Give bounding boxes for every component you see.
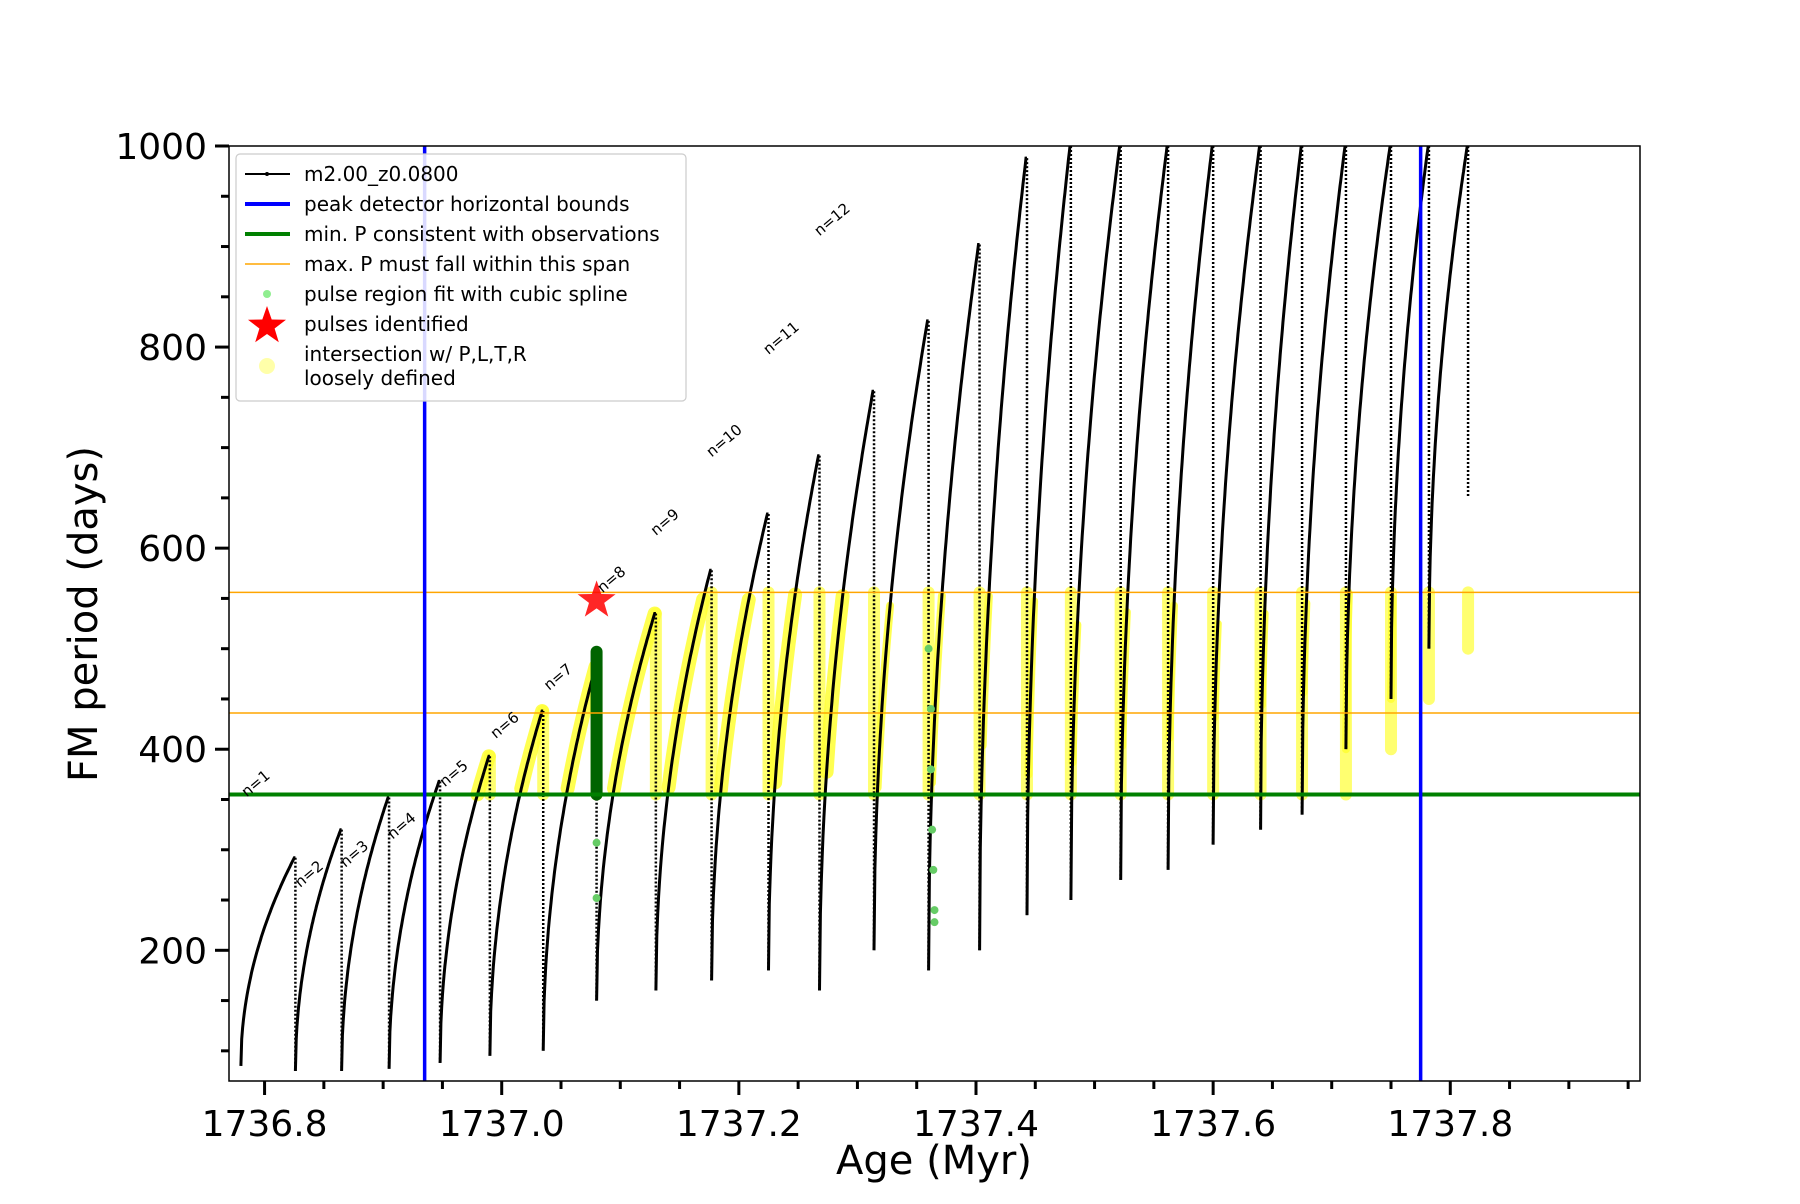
legend-label: pulses identified [304,312,469,336]
spline-fit-point [924,644,933,653]
pulse-curve [654,568,712,991]
pulse-curve [1300,146,1347,815]
pulse-curve [710,512,769,981]
legend-box [235,153,687,402]
legend-label: peak detector horizontal bounds [304,192,630,216]
pulse-curve [767,454,820,971]
axes: 1736.8 1737.0 1737.2 1737.4 1737.6 1737.8 200 4… [115,127,1630,1145]
pulse-curve [1211,146,1262,845]
legend-label: min. P consistent with observations [304,222,660,246]
pulse-curve [340,796,390,1071]
spline-fit-point [926,705,935,714]
pulse-curve [1427,146,1469,649]
legend-swatch-dot [263,290,271,298]
pulse-curve [438,754,491,1063]
pulse-curve [1389,146,1430,700]
pulse-curve [1119,146,1169,880]
pulse-curve [1259,146,1303,830]
legend-label: intersection w/ P,L,T,R [304,342,527,366]
y-tick-label: 400 [138,730,207,771]
pulse-curve [1166,146,1214,870]
spline-fit-point [930,918,939,927]
x-tick-label: 1737.0 [439,1104,565,1145]
spline-fit-point [592,894,601,903]
y-tick-label: 200 [138,931,207,972]
y-axis-title: FM period (days) [61,446,107,782]
pulse-curve [1344,146,1392,750]
pulse-curve [978,156,1028,951]
x-axis-title: Age (Myr) [836,1138,1032,1184]
spline-fit-point [930,906,939,915]
legend-label: m2.00_z0.0800 [304,162,459,186]
y-tick-label: 600 [138,529,207,570]
spline-fit-point [926,765,935,774]
x-tick-label: 1737.8 [1387,1104,1513,1145]
y-tick-label: 800 [138,328,207,369]
x-tick-label: 1737.4 [913,1104,1039,1145]
spline-fit-point [928,825,937,834]
spline-fit-point [592,838,601,847]
x-tick-label: 1737.6 [1150,1104,1276,1145]
pulse-curve [1025,146,1072,916]
y-tick-label: 1000 [115,127,207,168]
x-tick-label: 1737.2 [676,1104,802,1145]
legend-label-line2: loosely defined [304,366,456,390]
pulse-curve [1069,146,1122,901]
pulse-curve [872,319,929,951]
pulse-curve [293,828,343,1071]
pulse-curve [818,389,875,991]
x-tick-label: 1736.8 [202,1104,328,1145]
legend-swatch-marker [265,172,269,176]
pulse-curve [927,243,980,971]
legend-label: pulse region fit with cubic spline [304,282,628,306]
legend-swatch-dot [259,358,275,374]
spline-fit-point [929,865,938,874]
model-track [239,146,1470,1071]
pulse-curve [387,779,441,1069]
pulse-curve [239,856,296,1066]
legend-label: max. P must fall within this span [304,252,630,276]
pulse-identified-star [577,580,616,617]
legend-swatch-star [248,306,286,343]
pulse-curve [595,612,657,1001]
pulse-curve [488,709,544,1056]
pulse-curve [541,665,597,1051]
plot-frame [228,145,1641,1082]
